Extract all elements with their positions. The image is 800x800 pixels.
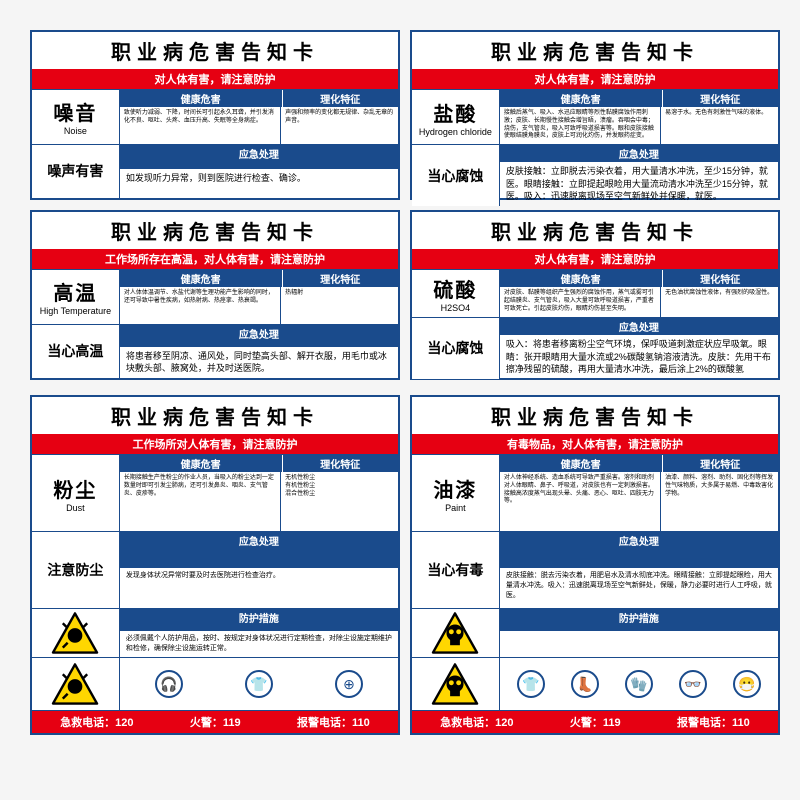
card-title: 职业病危害告知卡 [32, 32, 398, 69]
phys-text: 无色油状腐蚀性液体，有强烈的吸湿性。 [661, 287, 778, 317]
card-title: 职业病危害告知卡 [32, 397, 398, 434]
emerg-text: 如发现听力异常，则到医院进行检查、确诊。 [120, 169, 398, 198]
header-emerg: 应急处理 [500, 145, 778, 162]
emerg-text: 发现身体状况异常时要及时去医院进行检查治疗。 [120, 568, 398, 608]
warn-label: 噪声有害 [32, 145, 120, 199]
emerg-text: 皮肤接触：立即脱去污染衣着，用大量清水冲洗，至少15分钟，就医。眼睛接触：立即提… [500, 162, 778, 206]
header-health: 健康危害 [500, 455, 663, 472]
footer: 急救电话：120火警：119报警电话：110 [32, 710, 398, 733]
header-health: 健康危害 [120, 90, 283, 107]
card-paint: 职业病危害告知卡有毒物品，对人体有害，请注意防护油漆Paint健康危害理化特征对… [410, 395, 780, 735]
warn-label: 当心高温 [32, 325, 120, 379]
protect-text [500, 631, 778, 657]
health-text: 接触后蒸气、吸入、水迅应眼睛等烈性黏膜腐蚀作用刺激；皮肤、长期慢性接触会增旨晤，… [500, 107, 661, 144]
card-title: 职业病危害告知卡 [32, 212, 398, 249]
header-phys: 理化特征 [283, 270, 398, 287]
banner: 对人体有害，请注意防护 [412, 69, 778, 89]
ppe-icon: 👕 [517, 670, 545, 698]
warn-triangle-2 [32, 658, 120, 710]
health-text: 对人体体温调节、水盐代谢等生理功能产生影响的同时，还可导致中暑性疾病，如热射病、… [120, 287, 281, 324]
emerg-text: 吸入：将患者移离粉尘空气环境，保呼吸道刺激症状应早吸氧。眼睛：张开眼睛用大量水流… [500, 335, 778, 379]
hazard-name: 油漆Paint [412, 455, 500, 531]
banner: 有毒物品，对人体有害，请注意防护 [412, 434, 778, 454]
header-phys: 理化特征 [663, 270, 778, 287]
hazard-name: 硫酸H2SO4 [412, 270, 500, 317]
hazard-name: 盐酸Hydrogen chloride [412, 90, 500, 144]
warn-triangle [32, 609, 120, 657]
header-phys: 理化特征 [283, 90, 398, 107]
ppe-icons: 🎧 👕 ⊕ [120, 658, 398, 710]
ppe-icon: 😷 [733, 670, 761, 698]
ppe-icon: 🎧 [155, 670, 183, 698]
header-emerg: 应急处理 [120, 325, 398, 347]
header-emerg: 应急处理 [120, 145, 398, 170]
banner: 对人体有害，请注意防护 [412, 249, 778, 269]
health-text: 对人体神经系统、造血系统可导致严重损害。溶剂和助剂对人体眼睛、鼻子、呼吸道，对皮… [500, 472, 661, 531]
warn-label: 当心腐蚀 [412, 318, 500, 379]
card-noise: 职业病危害告知卡对人体有害，请注意防护噪音Noise健康危害理化特征致使听力减弱… [30, 30, 400, 200]
warn-label: 当心有毒 [412, 532, 500, 608]
card-heat: 职业病危害告知卡工作场所存在高温，对人体有害，请注意防护高温High Tempe… [30, 210, 400, 380]
emerg-text: 皮肤接触：脱去污染衣着，用肥皂水及清水彻底冲洗。眼睛接触：立即提起眼睑，用大量清… [500, 568, 778, 608]
emerg-text: 将患者移至阴凉、通风处，同时垫高头部、解开衣服，用毛巾或冰块敷头部、腋窝处，并及… [120, 347, 398, 378]
hazard-name: 高温High Temperature [32, 270, 120, 324]
warn-triangle [412, 609, 500, 657]
header-protect: 防护措施 [120, 609, 398, 631]
card-title: 职业病危害告知卡 [412, 397, 778, 434]
phys-text: 油漆、颜料、溶剂、助剂、固化剂等挥发性气味物质，大多属于易燃、中毒致害化学物。 [661, 472, 778, 531]
warn-triangle-2 [412, 658, 500, 710]
banner: 对人体有害，请注意防护 [32, 69, 398, 89]
phys-text: 无机性粉尘有机性粉尘混合性粉尘 [281, 472, 398, 531]
header-phys: 理化特征 [663, 455, 778, 472]
header-health: 健康危害 [120, 270, 283, 287]
header-emerg: 应急处理 [120, 532, 398, 568]
protect-text: 必须佩戴个人防护用品，按时、按规定对身体状况进行定期检查，对除尘设施定期维护和检… [120, 631, 398, 657]
health-text: 致使听力减弱、下降，时间长可引起永久耳聋，并引发消化不良、呕吐、头疼、血压升高、… [120, 107, 281, 144]
hazard-name: 粉尘Dust [32, 455, 120, 531]
banner: 工作场所对人体有害，请注意防护 [32, 434, 398, 454]
phys-text: 易溶于水。无色有刺激性气味的液体。 [661, 107, 778, 144]
ppe-icon: 👢 [571, 670, 599, 698]
phys-text: 热辐射 [281, 287, 398, 324]
card-dust: 职业病危害告知卡工作场所对人体有害，请注意防护粉尘Dust健康危害理化特征长期接… [30, 395, 400, 735]
card-h2so4: 职业病危害告知卡对人体有害，请注意防护硫酸H2SO4健康危害理化特征对皮肤、黏膜… [410, 210, 780, 380]
warn-label: 当心腐蚀 [412, 145, 500, 206]
banner: 工作场所存在高温，对人体有害，请注意防护 [32, 249, 398, 269]
health-text: 对皮肤、黏膜等组织产生强烈的腐蚀作用，蒸气或雾可引起结膜炎、支气管炎，吸入大量可… [500, 287, 661, 317]
ppe-icon: 👓 [679, 670, 707, 698]
ppe-icon: 👕 [245, 670, 273, 698]
hazard-name: 噪音Noise [32, 90, 120, 144]
header-phys: 理化特征 [663, 90, 778, 107]
header-protect: 防护措施 [500, 609, 778, 631]
header-emerg: 应急处理 [500, 318, 778, 335]
header-emerg: 应急处理 [500, 532, 778, 568]
ppe-icon: ⊕ [335, 670, 363, 698]
header-health: 健康危害 [120, 455, 283, 472]
header-health: 健康危害 [500, 270, 663, 287]
header-phys: 理化特征 [283, 455, 398, 472]
card-hcl: 职业病危害告知卡对人体有害，请注意防护盐酸Hydrogen chloride健康… [410, 30, 780, 200]
health-text: 长期接触生产性粉尘的作业人员，当吸入的粉尘达到一定数量时即可引发尘肺病，还可引发… [120, 472, 281, 531]
card-title: 职业病危害告知卡 [412, 32, 778, 69]
footer: 急救电话：120火警：119报警电话：110 [412, 710, 778, 733]
card-title: 职业病危害告知卡 [412, 212, 778, 249]
ppe-icon: 🧤 [625, 670, 653, 698]
ppe-icons: 👕 👢 🧤 👓 😷 [500, 658, 778, 710]
phys-text: 声强和频率的变化都无规律、杂乱无章的声音。 [281, 107, 398, 144]
warn-label: 注意防尘 [32, 532, 120, 608]
header-health: 健康危害 [500, 90, 663, 107]
